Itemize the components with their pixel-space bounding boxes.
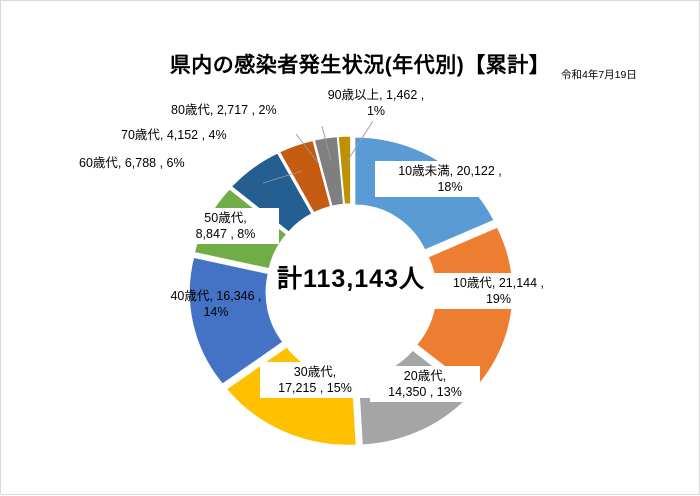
data-label-teens: 10歳代, 21,144 , 19% xyxy=(431,273,566,309)
data-label-forties: 40歳代, 16,346 , 14% xyxy=(170,289,262,319)
data-label-fifties: 50歳代, 8,847 , 8% xyxy=(172,208,279,244)
leader-line-sixties xyxy=(262,170,303,184)
data-label-eighties: 80歳代, 2,717 , 2% xyxy=(171,103,277,117)
data-label-ninetyplus: 90歳以上, 1,462 , 1% xyxy=(327,88,425,118)
donut-slice-70歳代[interactable] xyxy=(278,139,332,214)
center-total-label: 計113,143人 xyxy=(277,265,425,293)
donut-slice-80歳代[interactable] xyxy=(313,135,345,207)
leader-line-ninetyplus xyxy=(343,120,374,167)
donut-slice-90歳以上[interactable] xyxy=(337,135,352,205)
donut-slice-40歳代[interactable] xyxy=(188,256,284,385)
leader-line-eighties xyxy=(321,125,332,162)
page-title: 県内の感染者発生状況(年代別)【累計】 xyxy=(169,54,551,77)
data-label-seventies: 70歳代, 4,152 , 4% xyxy=(121,128,227,142)
data-label-twenties: 20歳代, 14,350 , 13% xyxy=(370,366,480,402)
data-label-under10: 10歳未満, 20,122 , 18% xyxy=(375,161,525,197)
data-label-sixties: 60歳代, 6,788 , 6% xyxy=(79,156,185,170)
report-date: 令和4年7月19日 xyxy=(561,69,637,81)
donut-slice-60歳代[interactable] xyxy=(230,152,313,233)
leader-lines xyxy=(262,120,374,184)
data-label-thirties: 30歳代, 17,215 , 15% xyxy=(260,362,370,398)
leader-line-seventies xyxy=(295,133,320,165)
